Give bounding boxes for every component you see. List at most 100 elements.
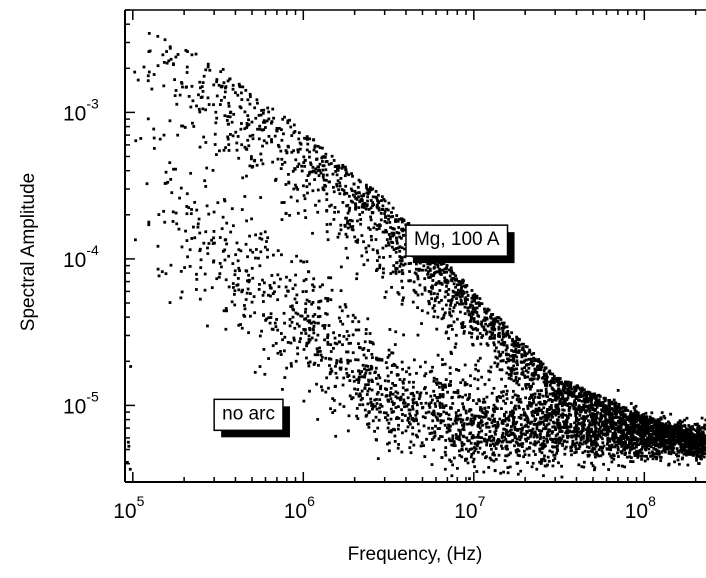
data-point bbox=[430, 369, 434, 373]
data-point bbox=[669, 437, 673, 440]
data-point bbox=[564, 445, 568, 449]
data-point bbox=[355, 407, 359, 410]
data-point bbox=[359, 398, 363, 402]
data-point bbox=[485, 443, 489, 447]
data-point bbox=[161, 53, 165, 57]
data-point bbox=[307, 364, 311, 368]
data-point bbox=[392, 384, 396, 387]
data-point bbox=[245, 174, 248, 178]
data-point bbox=[594, 403, 598, 407]
data-point bbox=[439, 421, 443, 425]
data-point bbox=[323, 324, 327, 327]
data-point bbox=[305, 135, 309, 138]
data-point bbox=[282, 132, 285, 136]
data-point bbox=[247, 118, 250, 122]
data-point bbox=[580, 421, 584, 425]
data-point bbox=[449, 301, 453, 305]
data-point bbox=[412, 401, 416, 405]
data-point bbox=[501, 359, 504, 363]
data-point bbox=[237, 266, 241, 270]
data-point bbox=[660, 450, 664, 454]
data-point bbox=[524, 369, 528, 373]
data-point bbox=[591, 416, 595, 420]
data-point bbox=[684, 435, 687, 439]
data-point bbox=[516, 337, 520, 341]
data-point bbox=[424, 372, 428, 376]
data-point bbox=[347, 194, 351, 198]
data-point bbox=[360, 194, 363, 198]
data-point bbox=[629, 460, 632, 463]
data-point bbox=[225, 309, 228, 313]
data-point bbox=[526, 461, 529, 464]
data-point bbox=[651, 450, 654, 454]
data-point bbox=[437, 300, 441, 304]
data-point bbox=[212, 230, 216, 233]
data-point bbox=[470, 300, 474, 304]
data-point bbox=[363, 408, 367, 412]
data-point bbox=[296, 148, 300, 152]
data-point bbox=[566, 382, 569, 386]
data-point bbox=[466, 298, 469, 301]
data-point bbox=[468, 393, 471, 396]
data-point bbox=[480, 302, 484, 306]
data-point bbox=[297, 137, 301, 141]
data-point bbox=[411, 385, 415, 389]
data-point bbox=[364, 183, 368, 187]
data-point bbox=[498, 353, 502, 357]
data-point bbox=[434, 424, 437, 428]
data-point bbox=[296, 346, 299, 350]
data-point bbox=[244, 88, 248, 92]
data-point bbox=[654, 444, 658, 447]
data-point bbox=[661, 444, 664, 448]
data-point bbox=[435, 396, 439, 400]
data-point bbox=[311, 189, 315, 193]
data-point bbox=[575, 417, 578, 421]
data-point bbox=[697, 431, 701, 434]
data-point bbox=[666, 420, 670, 424]
data-point bbox=[470, 421, 474, 424]
data-point bbox=[204, 108, 208, 112]
data-point bbox=[621, 415, 625, 419]
data-point bbox=[257, 256, 260, 260]
data-point bbox=[621, 418, 625, 422]
data-point bbox=[515, 360, 519, 364]
data-point bbox=[311, 165, 315, 169]
data-point bbox=[264, 126, 267, 129]
data-point bbox=[602, 414, 606, 418]
data-point bbox=[631, 422, 635, 425]
data-point bbox=[292, 123, 296, 127]
data-point bbox=[397, 226, 401, 229]
data-point bbox=[499, 444, 503, 448]
data-point bbox=[636, 438, 640, 442]
data-point bbox=[286, 289, 289, 293]
data-point bbox=[394, 220, 397, 223]
data-point bbox=[619, 426, 623, 430]
data-point bbox=[449, 350, 453, 354]
data-point bbox=[385, 418, 389, 422]
data-point bbox=[487, 378, 491, 382]
data-point bbox=[353, 195, 357, 199]
data-point bbox=[477, 435, 481, 439]
data-point bbox=[537, 421, 541, 425]
data-point bbox=[600, 424, 604, 428]
data-point bbox=[324, 168, 328, 172]
data-point bbox=[427, 276, 431, 279]
data-point bbox=[326, 238, 330, 242]
data-point bbox=[565, 430, 569, 433]
data-point bbox=[459, 299, 463, 303]
data-point bbox=[365, 191, 369, 195]
data-point bbox=[599, 435, 603, 439]
data-point bbox=[449, 266, 453, 270]
data-point bbox=[627, 442, 631, 445]
data-point bbox=[453, 419, 457, 423]
data-point bbox=[587, 433, 591, 437]
data-point bbox=[442, 419, 445, 423]
data-point bbox=[600, 449, 604, 452]
data-point bbox=[650, 411, 654, 415]
data-point bbox=[589, 449, 593, 453]
data-point bbox=[664, 422, 668, 426]
data-point bbox=[616, 389, 620, 392]
data-point bbox=[406, 396, 410, 400]
data-point bbox=[248, 95, 252, 99]
data-point bbox=[454, 416, 458, 420]
